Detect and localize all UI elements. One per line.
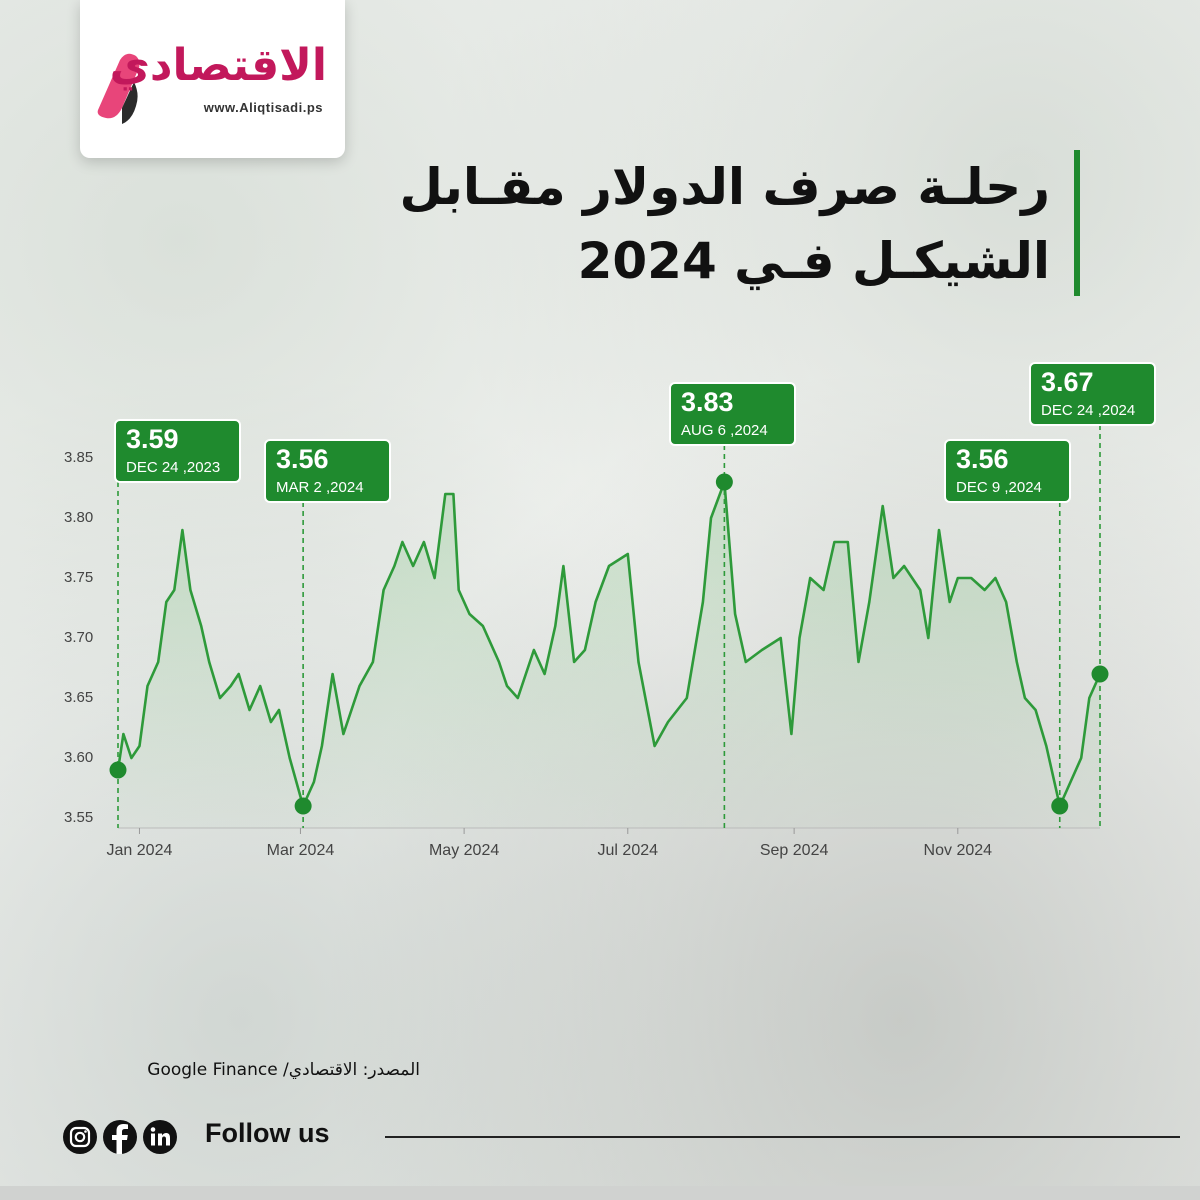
y-tick-label: 3.65 [64,689,93,706]
callout-date: DEC 24 ,2024 [1041,402,1135,419]
callout-marker [1051,797,1069,815]
bottom-strip [0,1186,1200,1200]
callout-value: 3.83 [681,387,734,417]
callout-date: MAR 2 ,2024 [276,479,364,496]
callout-marker [1091,665,1109,683]
callout-box [669,382,796,446]
follow-us[interactable]: Follow us [205,1118,330,1148]
callout-box [114,419,241,483]
y-tick-label: 3.75 [64,569,93,586]
title-accent [1074,150,1080,296]
callout-marker [294,797,312,815]
x-tick-label: Jan 2024 [107,842,173,859]
y-tick-label: 3.85 [64,449,93,466]
callout-marker [109,761,127,779]
chart: 3.55 3.60 3.65 3.70 3.75 3.80 3.85 Jan 2024 Mar … [64,362,1156,859]
callout-value: 3.67 [1041,367,1094,397]
x-tick-label: Jul 2024 [598,842,659,859]
callout-value: 3.59 [126,424,179,454]
callout-box [944,439,1071,503]
callout-date: DEC 24 ,2023 [126,459,220,476]
callout-box [1029,362,1156,426]
x-tick-label: Nov 2024 [924,842,993,859]
callout-box [264,439,391,503]
callout-value: 3.56 [956,444,1009,474]
x-tick-label: Mar 2024 [267,842,335,859]
y-tick-label: 3.55 [64,809,93,826]
source: المصدر: الاقتصادي/ Google Finance [147,1060,420,1080]
callout-value: 3.56 [276,444,329,474]
logo-url: www.Aliqtisadi.ps [203,100,323,115]
callout-date: AUG 6 ,2024 [681,422,768,439]
logo-name: الاقتصادي [109,40,327,91]
instagram-icon[interactable] [63,1120,97,1154]
y-tick-label: 3.70 [64,629,93,646]
callout-marker [715,473,733,491]
logo-icon [97,53,140,124]
title: رحلـة صرف الدولار مقـابل الشيكـل فـي 202… [400,150,1050,298]
x-tick-label: Sep 2024 [760,842,829,859]
y-tick-label: 3.60 [64,749,93,766]
title-line: رحلـة صرف الدولار مقـابل [399,158,1050,216]
y-tick-label: 3.80 [64,509,93,526]
social-icons [63,1120,177,1154]
line [116,480,1102,808]
logo: الاقتصادي www.Aliqtisadi.ps [80,0,345,158]
callout-date: DEC 9 ,2024 [956,479,1042,496]
x-tick-label: May 2024 [429,842,499,859]
footer-rule [385,1136,1180,1138]
line-area [118,482,1100,828]
title-line: الشيكـل فـي 2024 [577,232,1050,290]
